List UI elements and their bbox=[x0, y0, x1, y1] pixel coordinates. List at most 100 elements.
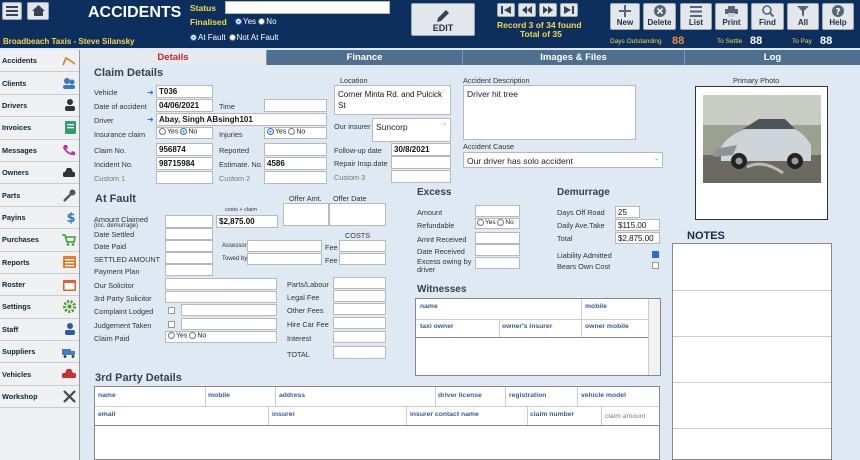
sidebar-item-vehicles[interactable]: Vehicles bbox=[0, 363, 79, 386]
tab-details[interactable]: Details bbox=[80, 50, 266, 65]
custom2-field[interactable] bbox=[264, 171, 327, 184]
witnesses-scrollbar[interactable] bbox=[648, 299, 660, 375]
our-solicitor-field[interactable] bbox=[165, 278, 277, 290]
find-button[interactable]: Find bbox=[751, 3, 784, 30]
sidebar-item-clients[interactable]: Clients bbox=[0, 72, 79, 95]
assessor-fee-field[interactable] bbox=[339, 240, 386, 252]
assessor-field[interactable] bbox=[247, 240, 322, 252]
insurance-claim-radios[interactable]: Yes No bbox=[156, 127, 213, 139]
last-record-button[interactable] bbox=[560, 3, 578, 17]
parts-field[interactable] bbox=[333, 277, 386, 289]
repair-date-field[interactable] bbox=[391, 156, 451, 169]
driver-field[interactable]: Abay, Singh ABsingh101 bbox=[156, 113, 327, 126]
date-received-field[interactable] bbox=[475, 244, 520, 256]
driver-link-icon[interactable]: ➜ bbox=[147, 115, 154, 124]
towed-field[interactable] bbox=[247, 253, 322, 265]
delete-button[interactable]: Delete bbox=[643, 3, 676, 30]
bears-cost-checkbox[interactable] bbox=[652, 262, 659, 269]
complaint-date-field[interactable] bbox=[181, 304, 277, 316]
tab-images-files[interactable]: Images & Files bbox=[462, 50, 684, 65]
vehicle-link-icon[interactable]: ➜ bbox=[147, 88, 154, 97]
legal-field[interactable] bbox=[333, 290, 386, 302]
help-button[interactable]: ? Help bbox=[822, 3, 854, 30]
sidebar-item-invoices[interactable]: Invoices bbox=[0, 117, 79, 140]
refundable-radios[interactable]: Yes No bbox=[475, 218, 520, 229]
home-button[interactable] bbox=[27, 2, 49, 20]
towed-fee-field[interactable] bbox=[339, 253, 386, 265]
cause-select[interactable]: Our driver has solo accident ⌄ bbox=[463, 152, 663, 168]
payment-plan-field[interactable] bbox=[165, 264, 213, 276]
vehicle-field[interactable]: T036 bbox=[156, 85, 213, 98]
followup-field[interactable]: 30/8/2021 bbox=[391, 143, 451, 156]
reported-field[interactable] bbox=[264, 143, 327, 156]
time-field[interactable] bbox=[264, 99, 327, 112]
sidebar-item-owners[interactable]: Owners bbox=[0, 162, 79, 185]
sidebar-item-payins[interactable]: Payins $ bbox=[0, 207, 79, 230]
estimate-no-field[interactable]: 4586 bbox=[264, 157, 327, 170]
offer-amt-field[interactable] bbox=[283, 203, 329, 226]
sidebar-item-accidents[interactable]: Accidents bbox=[0, 50, 79, 73]
new-button[interactable]: New bbox=[610, 3, 640, 30]
primary-photo-frame[interactable] bbox=[695, 86, 828, 220]
date-field[interactable]: 04/06/2021 bbox=[156, 99, 213, 112]
status-field[interactable] bbox=[225, 1, 390, 14]
tab-finance[interactable]: Finance bbox=[266, 50, 462, 65]
description-field[interactable]: Driver hit tree bbox=[463, 85, 636, 140]
sidebar-item-workshop[interactable]: Workshop bbox=[0, 386, 79, 409]
sidebar-item-roster[interactable]: Roster bbox=[0, 274, 79, 297]
vehicle-label: Vehicle bbox=[94, 88, 118, 97]
custom1-field[interactable] bbox=[156, 171, 213, 184]
claim-paid-radios[interactable]: Yes No bbox=[165, 331, 277, 343]
custom3-field[interactable] bbox=[391, 170, 451, 183]
finalised-radios[interactable]: Yes No bbox=[235, 17, 277, 26]
judgement-checkbox[interactable] bbox=[168, 321, 175, 328]
notes-area[interactable] bbox=[672, 243, 832, 460]
menu-button[interactable] bbox=[2, 2, 22, 20]
date-settled-field[interactable] bbox=[165, 228, 213, 240]
sidebar-item-drivers[interactable]: Drivers bbox=[0, 95, 79, 118]
sidebar-item-settings[interactable]: Settings bbox=[0, 296, 79, 319]
next-record-button[interactable] bbox=[539, 3, 557, 17]
sidebar-item-reports[interactable]: Reports bbox=[0, 252, 79, 274]
claim-no-field[interactable]: 956874 bbox=[156, 143, 213, 156]
list-button[interactable]: List bbox=[680, 3, 712, 30]
judgement-date-field[interactable] bbox=[181, 318, 277, 330]
settled-amount-field[interactable] bbox=[165, 252, 213, 264]
prev-record-button[interactable] bbox=[518, 3, 536, 17]
amount-received-field[interactable] bbox=[475, 232, 520, 244]
interest-label: Interest bbox=[287, 334, 312, 343]
location-field[interactable]: Corner Minta Rd. and Pulcick St bbox=[334, 85, 451, 115]
sidebar-item-suppliers[interactable]: Suppliers bbox=[0, 341, 79, 364]
sidebar-item-staff[interactable]: Staff bbox=[0, 319, 79, 342]
fault-radios[interactable]: At Fault Not At Fault bbox=[190, 33, 278, 42]
total-field bbox=[333, 346, 386, 359]
first-record-button[interactable] bbox=[497, 3, 515, 17]
excess-amount-field[interactable] bbox=[475, 205, 520, 217]
tab-log[interactable]: Log bbox=[684, 50, 860, 65]
liability-checkbox[interactable] bbox=[652, 251, 659, 258]
daily-take-field[interactable]: $115.00 bbox=[615, 219, 660, 231]
sidebar-item-parts[interactable]: Parts bbox=[0, 184, 79, 207]
sidebar-item-messages[interactable]: Messages bbox=[0, 140, 79, 162]
svg-text:?: ? bbox=[835, 8, 840, 18]
print-button[interactable]: Print bbox=[715, 3, 748, 30]
excess-owing-field[interactable] bbox=[475, 257, 520, 269]
sidebar: Accidents Clients Drivers Invoices Messa… bbox=[0, 50, 80, 460]
all-button[interactable]: All bbox=[787, 3, 819, 30]
tp-solicitor-field[interactable] bbox=[165, 291, 277, 303]
insurer-select[interactable]: Suncorp ⌄ bbox=[372, 118, 451, 142]
date-paid-field[interactable] bbox=[165, 240, 213, 252]
offer-date-field[interactable] bbox=[329, 203, 386, 226]
days-off-road-field[interactable]: 25 bbox=[615, 206, 640, 218]
gear-icon bbox=[63, 300, 76, 314]
injuries-radios[interactable]: Yes No bbox=[264, 127, 327, 139]
incident-no-field[interactable]: 98715984 bbox=[156, 157, 213, 170]
hire-car-field[interactable] bbox=[333, 317, 386, 329]
sidebar-item-purchases[interactable]: Purchases bbox=[0, 229, 79, 252]
amount-claimed-field[interactable] bbox=[165, 215, 213, 228]
edit-button[interactable]: EDIT bbox=[411, 3, 475, 36]
interest-field[interactable] bbox=[333, 331, 386, 343]
at-fault-heading: At Fault bbox=[95, 193, 136, 205]
complaint-checkbox[interactable] bbox=[168, 307, 175, 314]
other-fees-field[interactable] bbox=[333, 303, 386, 315]
